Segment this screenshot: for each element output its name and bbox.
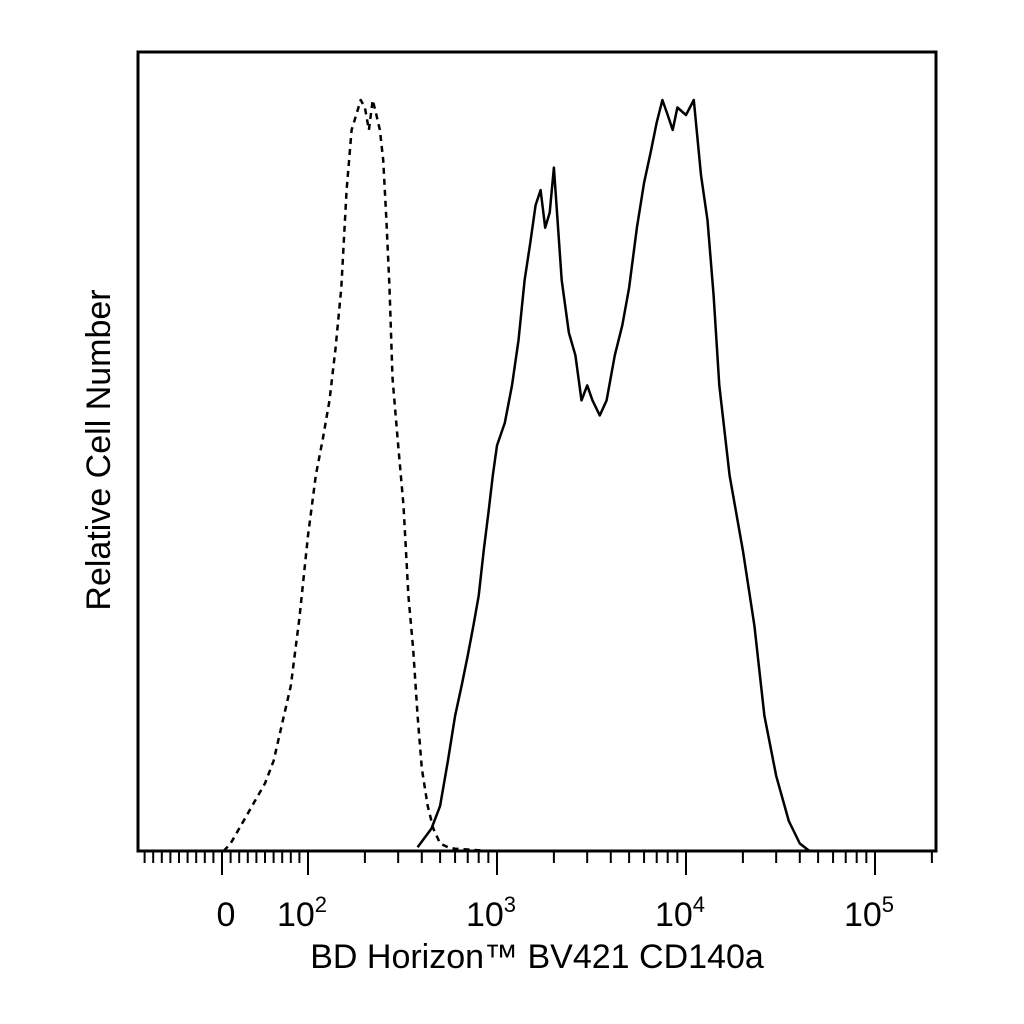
x-axis-ticks (143, 851, 933, 875)
isotype-control-histogram (222, 98, 800, 853)
x-axis-tick-labels: 0 102 103 104 105 (217, 892, 895, 934)
plot-frame (136, 50, 938, 853)
x-tick-label: 102 (277, 892, 327, 934)
x-tick-label: 0 (217, 896, 236, 934)
x-axis-label: BD Horizon™ BV421 CD140a (310, 938, 764, 976)
stained-histogram (416, 98, 811, 852)
histogram-series (222, 98, 811, 853)
x-tick-label: 104 (655, 892, 705, 934)
x-tick-label: 105 (844, 892, 894, 934)
x-tick-label: 103 (466, 892, 516, 934)
y-axis-label: Relative Cell Number (80, 289, 118, 610)
